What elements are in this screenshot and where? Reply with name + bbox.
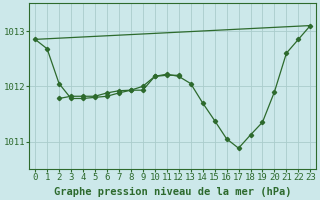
X-axis label: Graphe pression niveau de la mer (hPa): Graphe pression niveau de la mer (hPa) (54, 186, 292, 197)
